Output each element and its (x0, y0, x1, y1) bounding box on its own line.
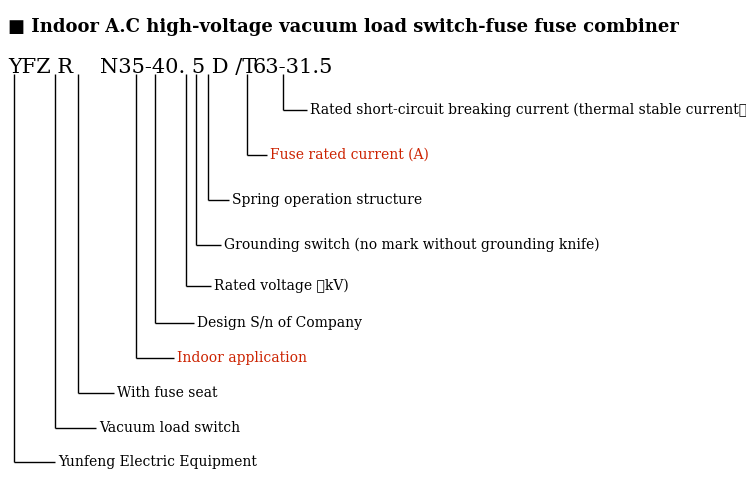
Text: With fuse seat: With fuse seat (117, 386, 218, 400)
Text: 63-31.5: 63-31.5 (253, 58, 333, 77)
Text: Fuse rated current (A): Fuse rated current (A) (270, 148, 429, 162)
Text: Yunfeng Electric Equipment: Yunfeng Electric Equipment (58, 455, 257, 469)
Text: N35-40. 5 D /T: N35-40. 5 D /T (100, 58, 256, 77)
Text: Spring operation structure: Spring operation structure (232, 193, 422, 207)
Text: ■ Indoor A.C high-voltage vacuum load switch-fuse fuse combiner: ■ Indoor A.C high-voltage vacuum load sw… (8, 18, 679, 36)
Text: Rated voltage （kV): Rated voltage （kV) (214, 279, 348, 293)
Text: Rated short-circuit breaking current (thermal stable current）（kA): Rated short-circuit breaking current (th… (310, 103, 746, 117)
Text: Design S/n of Company: Design S/n of Company (197, 316, 362, 330)
Text: YFZ R: YFZ R (8, 58, 73, 77)
Text: Indoor application: Indoor application (177, 351, 307, 365)
Text: Grounding switch (no mark without grounding knife): Grounding switch (no mark without ground… (224, 238, 600, 252)
Text: Vacuum load switch: Vacuum load switch (99, 421, 240, 435)
